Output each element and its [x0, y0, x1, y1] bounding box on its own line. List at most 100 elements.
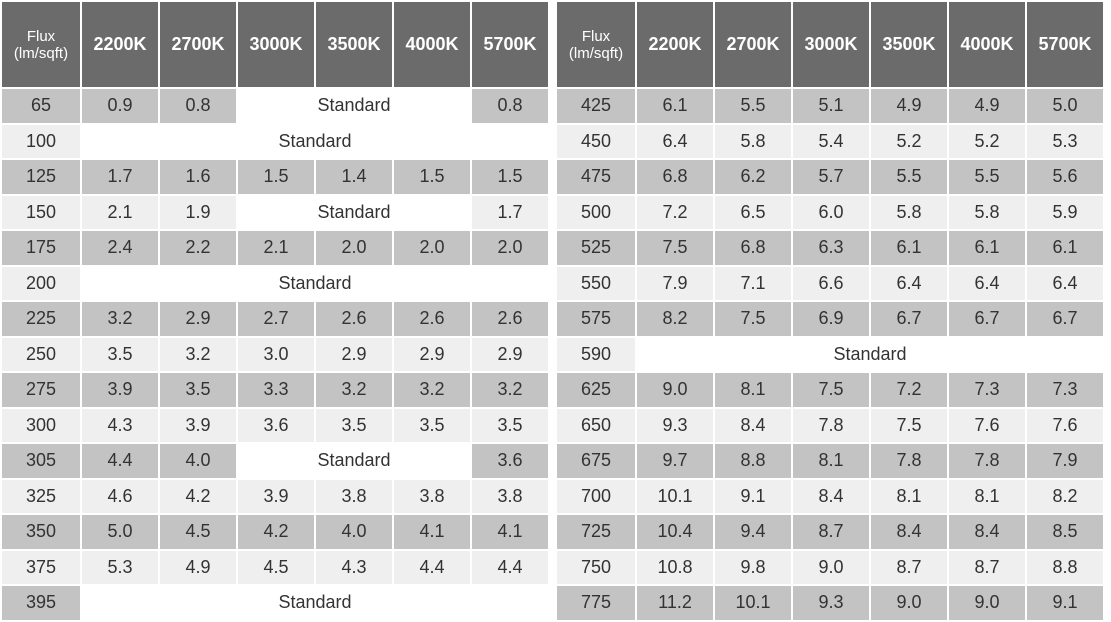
value-cell: 5.0	[1027, 89, 1103, 123]
value-cell: 3.0	[238, 337, 314, 371]
table-row: 500 7.2 6.5 6.0 5.8 5.8 5.9	[557, 195, 1103, 229]
value-cell: 3.2	[82, 302, 158, 336]
standard-cell: Standard	[82, 586, 548, 620]
value-cell: 5.8	[715, 124, 791, 158]
value-cell: 7.6	[1027, 408, 1103, 442]
value-cell: 2.0	[316, 231, 392, 265]
table-row: 450 6.4 5.8 5.4 5.2 5.2 5.3	[557, 124, 1103, 158]
standard-cell: Standard	[238, 89, 470, 123]
value-cell: 3.6	[238, 408, 314, 442]
table-row: 625 9.0 8.1 7.5 7.2 7.3 7.3	[557, 373, 1103, 407]
header-2700k: 2700K	[160, 2, 236, 87]
flux-cell: 65	[2, 89, 80, 123]
table-row: 275 3.9 3.5 3.3 3.2 3.2 3.2	[2, 373, 548, 407]
value-cell: 4.2	[160, 479, 236, 513]
value-cell: 6.7	[871, 302, 947, 336]
header-5700k: 5700K	[1027, 2, 1103, 87]
flux-cell: 775	[557, 586, 635, 620]
value-cell: 8.7	[949, 550, 1025, 584]
flux-cell: 725	[557, 515, 635, 549]
flux-cell: 625	[557, 373, 635, 407]
table-row: 305 4.4 4.0 Standard 3.6	[2, 444, 548, 478]
value-cell: 6.2	[715, 160, 791, 194]
value-cell: 6.8	[715, 231, 791, 265]
value-cell: 9.3	[637, 408, 713, 442]
value-cell: 2.1	[82, 195, 158, 229]
value-cell: 5.3	[1027, 124, 1103, 158]
value-cell: 8.5	[1027, 515, 1103, 549]
value-cell: 6.4	[949, 266, 1025, 300]
value-cell: 8.4	[871, 515, 947, 549]
value-cell: 4.3	[82, 408, 158, 442]
value-cell: 5.0	[82, 515, 158, 549]
value-cell: 6.1	[949, 231, 1025, 265]
header-4000k: 4000K	[394, 2, 470, 87]
value-cell: 10.8	[637, 550, 713, 584]
value-cell: 5.5	[871, 160, 947, 194]
value-cell: 4.5	[160, 515, 236, 549]
standard-cell: Standard	[82, 124, 548, 158]
value-cell: 4.9	[871, 89, 947, 123]
value-cell: 4.4	[394, 550, 470, 584]
value-cell: 3.2	[160, 337, 236, 371]
table-row: 175 2.4 2.2 2.1 2.0 2.0 2.0	[2, 231, 548, 265]
standard-cell: Standard	[238, 444, 470, 478]
value-cell: 3.9	[160, 408, 236, 442]
table-row: 675 9.7 8.8 8.1 7.8 7.8 7.9	[557, 444, 1103, 478]
value-cell: 2.9	[160, 302, 236, 336]
value-cell: 4.9	[949, 89, 1025, 123]
value-cell: 5.7	[793, 160, 869, 194]
table-row: 775 11.2 10.1 9.3 9.0 9.0 9.1	[557, 586, 1103, 620]
flux-cell: 225	[2, 302, 80, 336]
flux-cell: 395	[2, 586, 80, 620]
flux-cell: 650	[557, 408, 635, 442]
table-row: 225 3.2 2.9 2.7 2.6 2.6 2.6	[2, 302, 548, 336]
table-row: 590 Standard	[557, 337, 1103, 371]
flux-table-left: Flux (lm/sqft) 2200K 2700K 3000K 3500K 40…	[0, 0, 550, 622]
value-cell: 7.5	[871, 408, 947, 442]
header-4000k: 4000K	[949, 2, 1025, 87]
header-3000k: 3000K	[238, 2, 314, 87]
value-cell: 7.1	[715, 266, 791, 300]
value-cell: 1.5	[472, 160, 548, 194]
value-cell: 5.5	[949, 160, 1025, 194]
value-cell: 7.3	[1027, 373, 1103, 407]
value-cell: 2.9	[316, 337, 392, 371]
value-cell: 9.0	[793, 550, 869, 584]
value-cell: 3.8	[394, 479, 470, 513]
value-cell: 3.3	[238, 373, 314, 407]
header-flux: Flux (lm/sqft)	[2, 2, 80, 87]
table-row: 575 8.2 7.5 6.9 6.7 6.7 6.7	[557, 302, 1103, 336]
value-cell: 8.2	[1027, 479, 1103, 513]
value-cell: 6.0	[793, 195, 869, 229]
value-cell: 3.8	[316, 479, 392, 513]
standard-cell: Standard	[637, 337, 1103, 371]
table-row: 125 1.7 1.6 1.5 1.4 1.5 1.5	[2, 160, 548, 194]
table-row: 750 10.8 9.8 9.0 8.7 8.7 8.8	[557, 550, 1103, 584]
value-cell: 9.3	[793, 586, 869, 620]
value-cell: 7.2	[637, 195, 713, 229]
standard-cell: Standard	[82, 266, 548, 300]
value-cell: 6.7	[949, 302, 1025, 336]
value-cell: 4.6	[82, 479, 158, 513]
value-cell: 7.5	[793, 373, 869, 407]
value-cell: 8.1	[949, 479, 1025, 513]
table-row: 475 6.8 6.2 5.7 5.5 5.5 5.6	[557, 160, 1103, 194]
value-cell: 6.3	[793, 231, 869, 265]
flux-cell: 550	[557, 266, 635, 300]
value-cell: 6.1	[871, 231, 947, 265]
flux-cell: 305	[2, 444, 80, 478]
value-cell: 8.1	[715, 373, 791, 407]
header-2200k: 2200K	[637, 2, 713, 87]
value-cell: 8.4	[949, 515, 1025, 549]
value-cell: 0.8	[472, 89, 548, 123]
value-cell: 2.9	[394, 337, 470, 371]
value-cell: 1.7	[472, 195, 548, 229]
table-row: 395 Standard	[2, 586, 548, 620]
header-2700k: 2700K	[715, 2, 791, 87]
flux-cell: 450	[557, 124, 635, 158]
value-cell: 2.6	[316, 302, 392, 336]
value-cell: 4.2	[238, 515, 314, 549]
value-cell: 3.2	[472, 373, 548, 407]
value-cell: 5.8	[949, 195, 1025, 229]
